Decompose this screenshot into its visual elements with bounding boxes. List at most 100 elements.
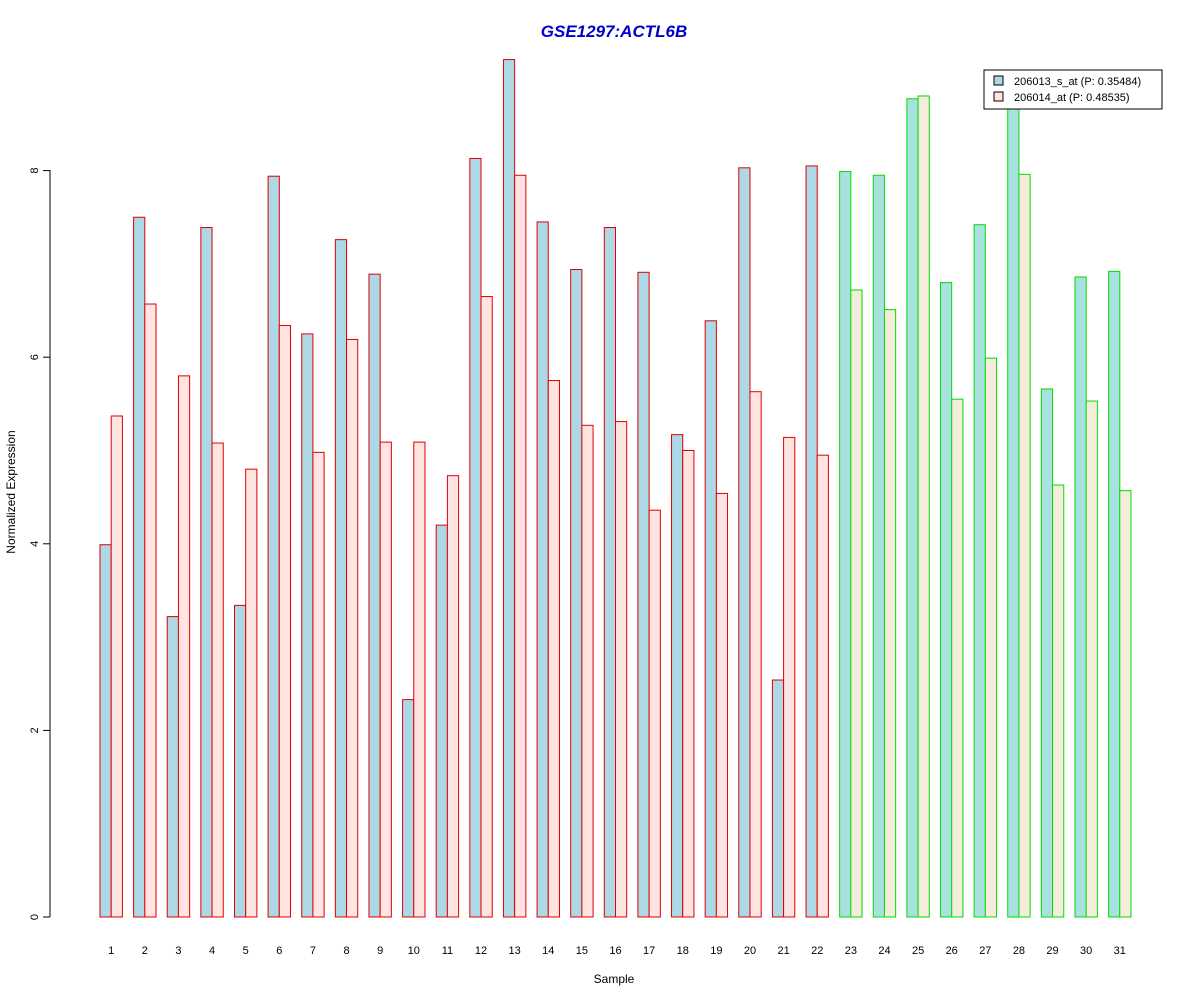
y-tick-label: 0	[29, 914, 41, 920]
bar-206014-sample-7	[312, 451, 325, 918]
bar-206013-sample-22	[805, 165, 818, 918]
x-tick-label: 13	[509, 945, 521, 957]
x-tick-label: 15	[576, 945, 588, 957]
bar-206014-sample-9	[379, 441, 392, 918]
x-tick-label: 18	[677, 945, 689, 957]
bar-206014-sample-11	[446, 475, 460, 918]
bar-206013-sample-25	[906, 98, 919, 918]
bar-series-group	[99, 59, 1132, 918]
bar-206014-sample-19	[715, 492, 729, 918]
bar-206013-sample-19	[704, 320, 717, 918]
legend: 206013_s_at (P: 0.35484) 206014_at (P: 0…	[983, 69, 1163, 110]
bar-206014-sample-26	[951, 398, 964, 918]
y-tick-label: 4	[29, 541, 41, 547]
bar-206013-sample-15	[570, 268, 583, 918]
bar-206013-sample-7	[301, 333, 314, 918]
y-axis-label: Normalized Expression	[4, 430, 18, 553]
x-tick-label: 5	[243, 945, 249, 957]
bar-206013-sample-14	[536, 221, 549, 918]
x-tick-label: 20	[744, 945, 756, 957]
x-tick-label: 9	[377, 945, 383, 957]
x-tick-label: 8	[343, 945, 349, 957]
bar-206013-sample-27	[973, 224, 986, 918]
bar-206014-sample-8	[346, 338, 359, 918]
bar-206013-sample-16	[603, 227, 616, 918]
bar-206013-sample-21	[771, 679, 785, 918]
bar-206014-sample-25	[917, 95, 930, 918]
x-tick-label: 2	[142, 945, 148, 957]
y-tick-label: 2	[29, 727, 41, 733]
bar-206013-sample-4	[200, 227, 213, 918]
legend-swatch-206014	[993, 91, 1004, 102]
bar-206014-sample-13	[514, 174, 527, 918]
bar-206013-sample-30	[1074, 276, 1087, 918]
bar-206014-sample-17	[648, 509, 661, 918]
x-tick-label: 14	[542, 945, 554, 957]
bar-206013-sample-20	[738, 167, 751, 918]
y-axis: 0 2 4 6 8	[29, 168, 51, 920]
bar-206013-sample-29	[1040, 388, 1054, 918]
bar-206014-sample-18	[682, 450, 695, 918]
bar-206014-sample-29	[1052, 484, 1065, 918]
bar-206013-sample-23	[839, 171, 852, 918]
bar-206013-sample-1	[99, 544, 112, 918]
bar-206014-sample-6	[278, 324, 291, 918]
bar-206014-sample-15	[581, 424, 594, 918]
bar-206014-sample-27	[984, 357, 998, 918]
bar-206014-sample-30	[1085, 400, 1098, 918]
bar-206013-sample-28	[1007, 102, 1020, 918]
bar-206014-sample-16	[615, 421, 628, 918]
x-tick-label: 6	[276, 945, 282, 957]
x-tick-label: 11	[442, 945, 453, 957]
y-tick-label: 6	[29, 354, 41, 360]
bar-206014-sample-22	[816, 454, 829, 918]
x-tick-label: 16	[609, 945, 621, 957]
legend-box	[983, 69, 1163, 110]
bar-206013-sample-3	[166, 616, 179, 918]
x-tick-label: 26	[946, 945, 958, 957]
x-tick-labels: 1 2 3 4 5 6 7 8 9 10 11 12 13 14 15 16 17 18 19 20 21 22 23 24 2…	[108, 945, 1126, 957]
bar-206014-sample-2	[144, 303, 157, 918]
bar-206014-sample-31	[1119, 490, 1132, 918]
legend-label-206013: 206013_s_at (P: 0.35484)	[1014, 76, 1141, 88]
bar-206014-sample-10	[413, 441, 426, 918]
chart-title: GSE1297:ACTL6B	[541, 22, 687, 41]
x-axis-label: Sample	[594, 972, 635, 986]
bar-206013-sample-26	[940, 282, 953, 918]
bar-206014-sample-23	[850, 289, 863, 918]
legend-label-206014: 206014_at (P: 0.48535)	[1014, 92, 1130, 104]
x-tick-label: 24	[878, 945, 890, 957]
x-tick-label: 27	[979, 945, 991, 957]
bar-206014-sample-4	[211, 442, 224, 918]
y-tick-label: 8	[29, 168, 41, 174]
x-tick-label: 3	[175, 945, 181, 957]
x-tick-label: 31	[1114, 945, 1126, 957]
x-tick-label: 19	[710, 945, 722, 957]
bar-206013-sample-13	[502, 59, 516, 918]
x-tick-label: 21	[777, 945, 789, 957]
bar-206014-sample-14	[547, 380, 560, 918]
bar-206013-sample-9	[368, 273, 381, 918]
x-tick-label: 25	[912, 945, 924, 957]
legend-swatch-206013	[993, 75, 1004, 86]
bar-206013-sample-8	[334, 239, 348, 918]
bar-206013-sample-11	[435, 524, 448, 918]
x-tick-label: 17	[643, 945, 655, 957]
x-tick-label: 23	[845, 945, 857, 957]
bar-206013-sample-31	[1108, 270, 1121, 918]
bar-206013-sample-5	[233, 604, 247, 918]
x-tick-label: 7	[310, 945, 316, 957]
x-tick-label: 12	[475, 945, 487, 957]
bar-206013-sample-18	[671, 434, 684, 918]
bar-206014-sample-3	[177, 375, 191, 918]
bar-206013-sample-10	[402, 699, 415, 918]
x-tick-label: 29	[1046, 945, 1058, 957]
x-tick-label: 10	[408, 945, 420, 957]
x-tick-label: 1	[108, 945, 114, 957]
bar-206013-sample-17	[637, 271, 650, 918]
x-tick-label: 28	[1013, 945, 1025, 957]
bar-206014-sample-24	[883, 309, 897, 918]
bar-206014-sample-21	[783, 436, 796, 918]
bar-206013-sample-2	[133, 216, 146, 918]
